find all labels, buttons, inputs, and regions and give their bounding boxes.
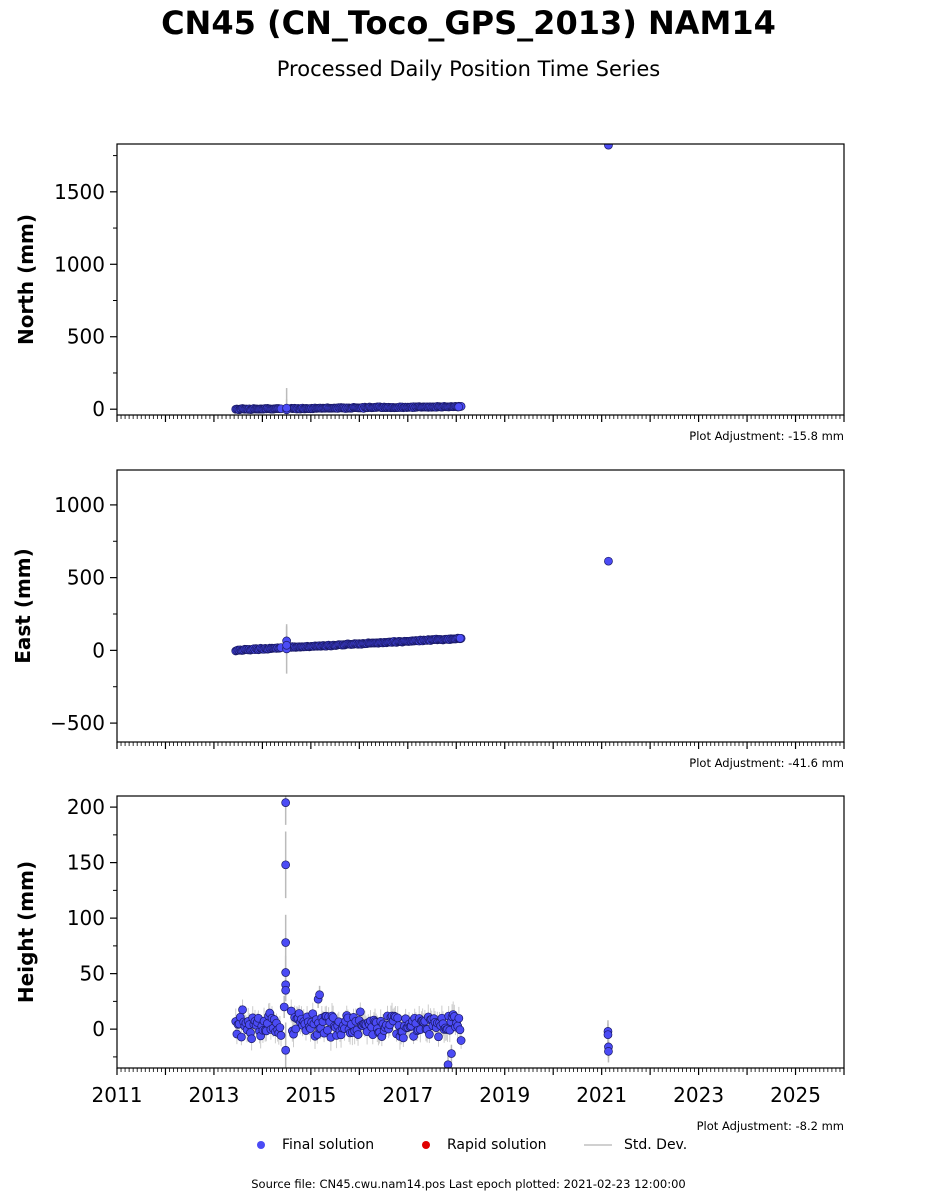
height-data-point <box>275 1023 285 1032</box>
east-plot-adjustment: Plot Adjustment: -41.6 mm <box>689 756 844 770</box>
height-data-point <box>291 1024 301 1034</box>
east-data-point <box>282 640 291 650</box>
north-data-point <box>282 403 291 413</box>
height-data-point <box>604 1046 613 1056</box>
north-ytick-label: 1500 <box>54 180 105 204</box>
north-ytick-label: 500 <box>67 325 105 349</box>
std-dev-line <box>584 1144 612 1146</box>
north-data-point <box>604 144 613 150</box>
height-xtick-label: 2021 <box>576 1083 627 1107</box>
east-frame <box>116 469 845 743</box>
north-panel: 0 500 1000 1500 North (mm) Plot Adjustment: -… <box>14 143 845 443</box>
height-data-point <box>455 1025 465 1035</box>
east-ytick-label: −500 <box>50 711 105 735</box>
legend-final-label: Final solution <box>282 1137 375 1153</box>
height-data-point <box>237 1032 246 1042</box>
height-xtick-label: 2011 <box>92 1083 143 1107</box>
east-panel: −500 0 500 1000 East (mm) Plot Adjustment: -4… <box>11 469 845 770</box>
height-axis-label: Height (mm) <box>14 861 38 1003</box>
height-data-point <box>281 798 291 808</box>
height-data-point <box>276 1031 286 1040</box>
height-data-point <box>603 1030 613 1040</box>
height-data-point <box>281 985 291 995</box>
height-data-point <box>281 968 291 977</box>
final-solution-marker <box>257 1141 265 1149</box>
height-data-point <box>323 1025 332 1035</box>
height-xtick-label: 2019 <box>479 1083 530 1107</box>
chart-title: CN45 (CN_Toco_GPS_2013) NAM14 <box>161 4 776 42</box>
height-ytick-label: 150 <box>67 851 105 875</box>
legend-rapid-label: Rapid solution <box>447 1137 547 1153</box>
height-data-point <box>443 1060 453 1068</box>
east-ytick-label: 0 <box>92 638 105 662</box>
rapid-solution-marker <box>422 1141 430 1149</box>
height-ytick-label: 50 <box>80 962 105 986</box>
height-xtick-label: 2023 <box>673 1083 724 1107</box>
east-ytick-label: 1000 <box>54 493 105 517</box>
east-data-point <box>604 556 613 566</box>
height-data-point <box>247 1034 256 1044</box>
height-data-point <box>315 990 324 1000</box>
source-footer: Source file: CN45.cwu.nam14.pos Last epo… <box>251 1177 686 1191</box>
north-frame <box>116 143 845 416</box>
legend: Final solution Rapid solution Std. Dev. <box>0 1137 937 1159</box>
legend-final: Final solution <box>257 1137 374 1153</box>
height-data-point <box>238 1005 247 1015</box>
height-data-point <box>456 1036 466 1045</box>
east-data <box>231 556 613 674</box>
north-ytick-label: 0 <box>92 397 105 421</box>
legend-rapid: Rapid solution <box>422 1137 547 1153</box>
height-frame <box>116 795 845 1069</box>
chart-subtitle: Processed Daily Position Time Series <box>276 57 661 81</box>
legend-std-label: Std. Dev. <box>624 1137 688 1153</box>
height-data-point <box>399 1033 408 1043</box>
height-data-point <box>281 860 291 870</box>
height-plot-adjustment: Plot Adjustment: -8.2 mm <box>697 1119 844 1133</box>
north-plot-adjustment: Plot Adjustment: -15.8 mm <box>689 429 844 443</box>
height-xtick-label: 2013 <box>188 1083 239 1107</box>
north-axis-label: North (mm) <box>14 214 38 345</box>
height-xtick-label: 2017 <box>382 1083 433 1107</box>
height-data-point <box>281 1045 291 1055</box>
height-xtick-label: 2025 <box>770 1083 821 1107</box>
height-data-point <box>393 1013 403 1023</box>
height-data-point <box>353 1030 363 1039</box>
height-panel: 0 50 100 150 200 2011 2013 2015 2017 2019 2021 2023… <box>14 795 845 1133</box>
height-data <box>231 796 613 1068</box>
north-ytick-label: 1000 <box>54 252 105 276</box>
height-data-point <box>355 1007 365 1017</box>
height-data-point <box>425 1030 434 1039</box>
north-data <box>231 144 613 415</box>
height-data-point <box>281 938 291 947</box>
east-axis-label: East (mm) <box>11 548 35 664</box>
height-data-point <box>434 1032 443 1042</box>
height-ytick-label: 0 <box>92 1017 105 1041</box>
north-data-point <box>454 402 464 412</box>
legend-std: Std. Dev. <box>584 1137 687 1153</box>
height-ytick-label: 200 <box>67 795 105 819</box>
east-data-point <box>455 633 465 643</box>
height-data-point <box>447 1049 456 1058</box>
height-data-point <box>279 1002 289 1012</box>
height-xtick-label: 2015 <box>285 1083 336 1107</box>
height-data-point <box>454 1013 464 1023</box>
east-ytick-label: 500 <box>67 566 105 590</box>
height-ytick-label: 100 <box>67 906 105 930</box>
